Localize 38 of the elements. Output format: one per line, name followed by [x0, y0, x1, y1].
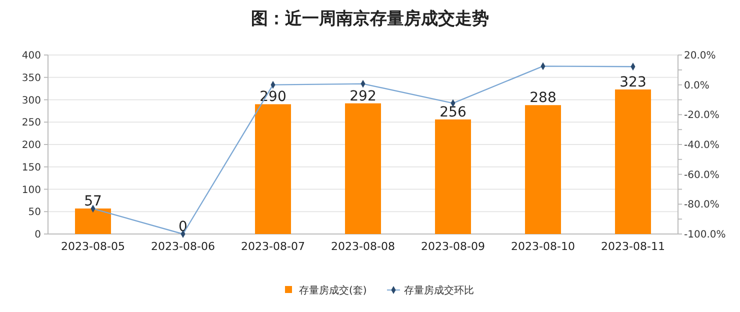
- y-tick-label: 100: [22, 184, 41, 196]
- x-tick-label: 2023-08-11: [601, 240, 665, 253]
- y-tick-label: 200: [22, 140, 41, 151]
- bar: [75, 208, 111, 234]
- y-tick-label: 350: [22, 72, 41, 84]
- y-tick-label: 50: [28, 207, 41, 218]
- y2-tick-label: -100.0%: [684, 230, 726, 240]
- x-tick-label: 2023-08-09: [421, 240, 485, 253]
- y-tick-label: 250: [22, 118, 41, 129]
- data-label: 292: [350, 88, 376, 104]
- bar: [255, 104, 291, 234]
- data-label: 323: [620, 74, 646, 90]
- y-tick-label: 150: [22, 162, 41, 174]
- data-label: 57: [84, 193, 102, 210]
- bar: [615, 89, 651, 234]
- y2-tick-label: -60.0%: [684, 170, 720, 181]
- bar: [435, 119, 471, 234]
- y2-tick-label: 20.0%: [684, 50, 716, 62]
- y-tick-label: 300: [22, 95, 41, 106]
- x-tick-label: 2023-08-10: [511, 240, 575, 253]
- x-tick-label: 2023-08-06: [151, 240, 215, 253]
- data-label: 256: [440, 104, 466, 120]
- y2-tick-label: 0.0%: [684, 80, 710, 92]
- y-tick-label: 0: [34, 230, 41, 240]
- legend-label: 存量房成交(套): [299, 284, 367, 296]
- chart-title: 图：近一周南京存量房成交走势: [251, 9, 489, 29]
- x-tick-label: 2023-08-05: [61, 240, 125, 253]
- bar: [525, 105, 561, 234]
- x-tick-label: 2023-08-08: [331, 240, 395, 253]
- y2-tick-label: -40.0%: [684, 140, 720, 151]
- data-label: 0: [178, 219, 188, 235]
- y-tick-label: 400: [22, 50, 41, 62]
- bar: [345, 103, 381, 234]
- x-tick-label: 2023-08-07: [241, 240, 305, 253]
- legend-label: 存量房成交环比: [404, 284, 474, 296]
- y2-tick-label: -80.0%: [684, 200, 720, 211]
- y2-tick-label: -20.0%: [684, 110, 720, 122]
- data-label: 288: [530, 90, 556, 106]
